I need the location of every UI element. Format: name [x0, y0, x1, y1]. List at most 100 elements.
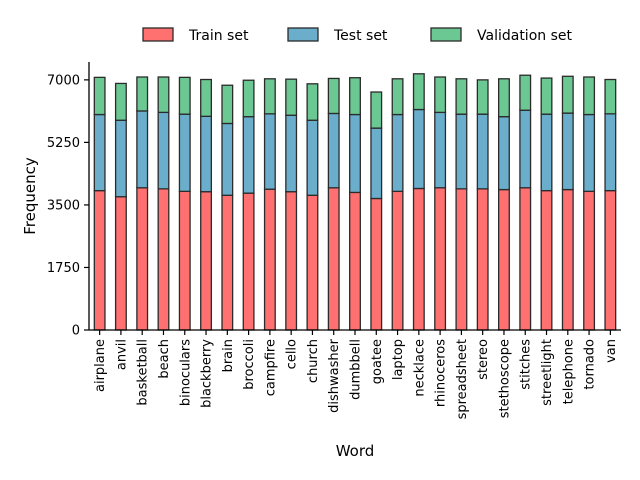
bar-anvil-test-set [114, 119, 127, 198]
bar-airplane-test-set [93, 113, 106, 192]
bar-tornado-train-set [583, 190, 596, 331]
bar-streetlight-validation-set [540, 77, 553, 115]
bar-rhinoceros-train-set [434, 187, 447, 331]
x-tick-label: telephone [561, 339, 576, 404]
bar-broccoli-train-set [242, 192, 255, 331]
x-tick-label: broccoli [242, 339, 257, 390]
bar-broccoli-validation-set [242, 79, 255, 118]
bar-basketball-train-set [136, 187, 149, 331]
x-tick-label: beach [157, 339, 172, 379]
x-tick-label: blackberry [200, 339, 215, 408]
bar-church-train-set [306, 194, 319, 331]
bar-anvil-validation-set [114, 82, 127, 121]
bar-broccoli-test-set [242, 116, 255, 194]
x-tick-label: tornado [583, 339, 598, 390]
bar-cello-train-set [285, 191, 298, 331]
bar-stereo-test-set [476, 113, 489, 190]
bar-binoculars-validation-set [178, 76, 191, 115]
bar-stethoscope-test-set [497, 116, 510, 191]
bar-stethoscope-validation-set [497, 78, 510, 118]
bar-streetlight-train-set [540, 189, 553, 331]
bar-van-test-set [604, 113, 617, 192]
bar-laptop-validation-set [391, 78, 404, 116]
legend-label-train-set: Train set [188, 28, 249, 44]
bar-stethoscope-train-set [497, 188, 510, 331]
x-tick-label: goatee [370, 339, 385, 384]
bar-necklace-train-set [412, 187, 425, 331]
bar-tornado-test-set [583, 113, 596, 193]
bar-necklace-test-set [412, 108, 425, 190]
bar-rhinoceros-test-set [434, 111, 447, 189]
bar-campfire-test-set [263, 113, 276, 190]
bar-stitches-test-set [519, 109, 532, 189]
bar-van-validation-set [604, 78, 617, 115]
x-tick-label: campfire [263, 339, 278, 396]
bar-dishwasher-train-set [327, 187, 340, 331]
x-tick-label: brain [221, 339, 236, 372]
bar-telephone-validation-set [561, 75, 574, 114]
bar-tornado-validation-set [583, 76, 596, 116]
x-tick-label: dishwasher [327, 338, 342, 412]
bar-campfire-validation-set [263, 78, 276, 115]
bar-anvil-train-set [114, 196, 127, 331]
bar-brain-validation-set [221, 84, 234, 125]
x-tick-label: binoculars [178, 339, 193, 406]
bar-brain-train-set [221, 194, 234, 331]
bar-laptop-test-set [391, 113, 404, 193]
y-tick-label: 0 [72, 324, 80, 339]
bar-beach-train-set [157, 188, 170, 331]
y-tick-label: 5250 [47, 136, 80, 151]
y-axis-title: Frequency [21, 157, 39, 235]
y-tick-label: 7000 [47, 73, 80, 88]
legend-swatch-validation-set [430, 27, 462, 42]
bars-group [93, 73, 617, 331]
bar-binoculars-test-set [178, 113, 191, 193]
x-tick-label: stethoscope [497, 339, 512, 418]
legend: Train set Test set Validation set [142, 27, 572, 44]
y-tick-label: 1750 [47, 261, 80, 276]
x-tick-label: rhinoceros [434, 339, 449, 407]
x-tick-label: spreadsheet [455, 339, 470, 419]
bar-dumbbell-train-set [349, 191, 361, 331]
bar-basketball-validation-set [136, 76, 149, 112]
bar-spreadsheet-validation-set [455, 78, 468, 115]
bar-blackberry-test-set [200, 115, 213, 193]
bar-telephone-test-set [561, 112, 574, 191]
legend-label-test-set: Test set [333, 28, 388, 44]
x-tick-label: van [604, 339, 619, 363]
bar-necklace-validation-set [412, 73, 425, 111]
legend-label-validation-set: Validation set [477, 28, 572, 44]
x-tick-label: church [306, 339, 321, 383]
bar-goatee-validation-set [370, 91, 383, 129]
bar-church-validation-set [306, 83, 319, 121]
bar-stitches-train-set [519, 187, 532, 331]
bar-campfire-train-set [263, 188, 276, 331]
legend-swatch-train-set [142, 27, 174, 42]
bar-beach-validation-set [157, 76, 170, 114]
bar-cello-test-set [285, 114, 298, 193]
x-tick-label: airplane [93, 339, 108, 392]
bar-blackberry-validation-set [200, 78, 213, 117]
bar-airplane-validation-set [93, 76, 106, 116]
x-tick-label: dumbbell [349, 339, 364, 400]
bar-goatee-test-set [370, 127, 383, 200]
bar-brain-test-set [221, 122, 234, 196]
x-tick-label: laptop [391, 339, 406, 380]
x-tick-label: stereo [476, 339, 491, 380]
x-tick-label: streetlight [540, 339, 555, 406]
bar-stitches-validation-set [519, 74, 532, 111]
bar-church-test-set [306, 119, 319, 196]
bar-beach-test-set [157, 111, 170, 190]
bar-telephone-train-set [561, 188, 574, 331]
x-tick-label: cello [285, 339, 300, 369]
bar-stereo-validation-set [476, 79, 489, 115]
bar-spreadsheet-test-set [455, 113, 468, 190]
bar-streetlight-test-set [540, 113, 553, 192]
bar-dishwasher-test-set [327, 112, 340, 189]
bar-airplane-train-set [93, 189, 106, 331]
bar-cello-validation-set [285, 78, 298, 116]
y-tick-label: 3500 [47, 198, 80, 213]
legend-swatch-test-set [287, 27, 319, 42]
bar-dishwasher-validation-set [327, 77, 340, 115]
